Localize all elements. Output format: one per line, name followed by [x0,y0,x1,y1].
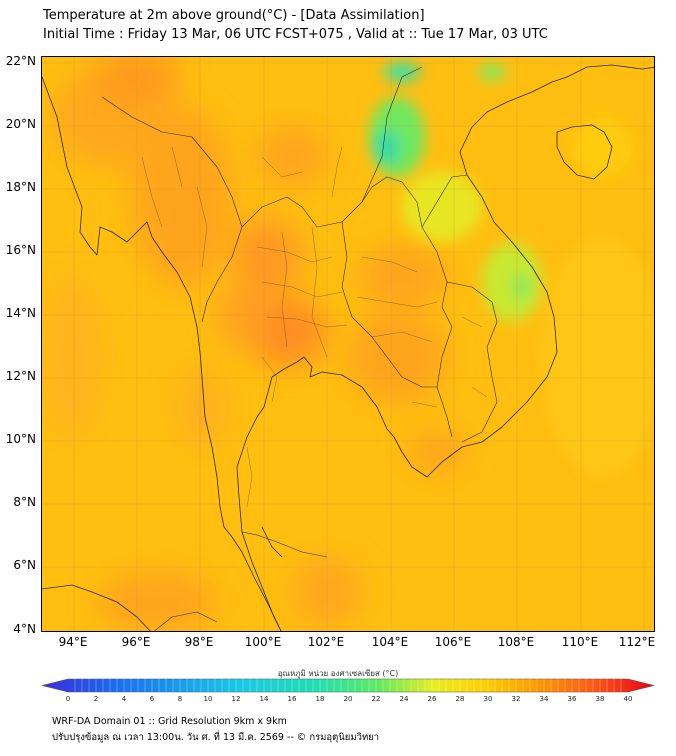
colorbar-tick-34: 34 [539,695,549,703]
map-svg [42,57,654,631]
lon-tick-100e: 100°E [244,635,282,649]
lat-tick-8n: 8°N [13,495,36,509]
temperature-map [41,56,655,632]
province-borders [141,146,488,508]
lat-tick-18n: 18°N [5,180,36,194]
chart-subtitle: Initial Time : Friday 13 Mar, 06 UTC FCS… [43,27,548,42]
colorbar-tick-24: 24 [399,695,409,703]
coastlines [42,64,654,631]
colorbar-tick-28: 28 [455,695,465,703]
lon-tick-106e: 106°E [434,635,472,649]
colorbar-tick-38: 38 [595,695,605,703]
graticule [42,57,654,631]
lat-tick-4n: 4°N [13,622,36,636]
lat-tick-22n: 22°N [5,54,36,68]
lat-tick-12n: 12°N [5,369,36,383]
colorbar-tick-10: 10 [203,695,213,703]
lat-tick-16n: 16°N [5,243,36,257]
colorbar-tick-20: 20 [343,695,353,703]
lon-tick-102e: 102°E [307,635,345,649]
chart-title: Temperature at 2m above ground(°C) - [Da… [43,8,425,23]
lat-tick-6n: 6°N [13,558,36,572]
colorbar-tick-18: 18 [315,695,325,703]
colorbar-tick-14: 14 [259,695,269,703]
colorbar-tick-16: 16 [287,695,297,703]
colorbar-tick-26: 26 [427,695,437,703]
lon-tick-104e: 104°E [371,635,409,649]
warm-zones [42,57,467,631]
colorbar-tick-4: 4 [121,695,127,703]
colorbar-tick-0: 0 [65,695,71,703]
cool-zones [369,62,654,477]
lat-tick-20n: 20°N [5,117,36,131]
colorbar-tick-22: 22 [371,695,381,703]
lon-tick-110e: 110°E [561,635,599,649]
lon-tick-94e: 94°E [58,635,88,649]
colorbar-label: อุณหภูมิ หน่วย องศาเซลเซียส (°C) [277,669,399,678]
colorbar-tick-2: 2 [93,695,99,703]
lon-tick-108e: 108°E [497,635,535,649]
lon-tick-112e: 112°E [618,635,656,649]
lat-tick-14n: 14°N [5,306,36,320]
footer-update-info: ปรับปรุงข้อมูล ณ เวลา 13:00น. วัน ศ. ที่… [52,732,380,743]
colorbar-dividers [74,679,622,692]
lat-tick-10n: 10°N [5,432,36,446]
colorbar-tick-40: 40 [623,695,633,703]
lon-tick-98e: 98°E [184,635,214,649]
colorbar-tick-36: 36 [567,695,577,703]
colorbar-tick-8: 8 [177,695,183,703]
lon-tick-96e: 96°E [121,635,151,649]
colorbar-tick-32: 32 [511,695,521,703]
colorbar [41,678,655,693]
colorbar-tick-30: 30 [483,695,493,703]
colorbar-tick-6: 6 [149,695,155,703]
footer-model-info: WRF-DA Domain 01 :: Grid Resolution 9km … [52,716,287,727]
colorbar-tick-12: 12 [231,695,241,703]
